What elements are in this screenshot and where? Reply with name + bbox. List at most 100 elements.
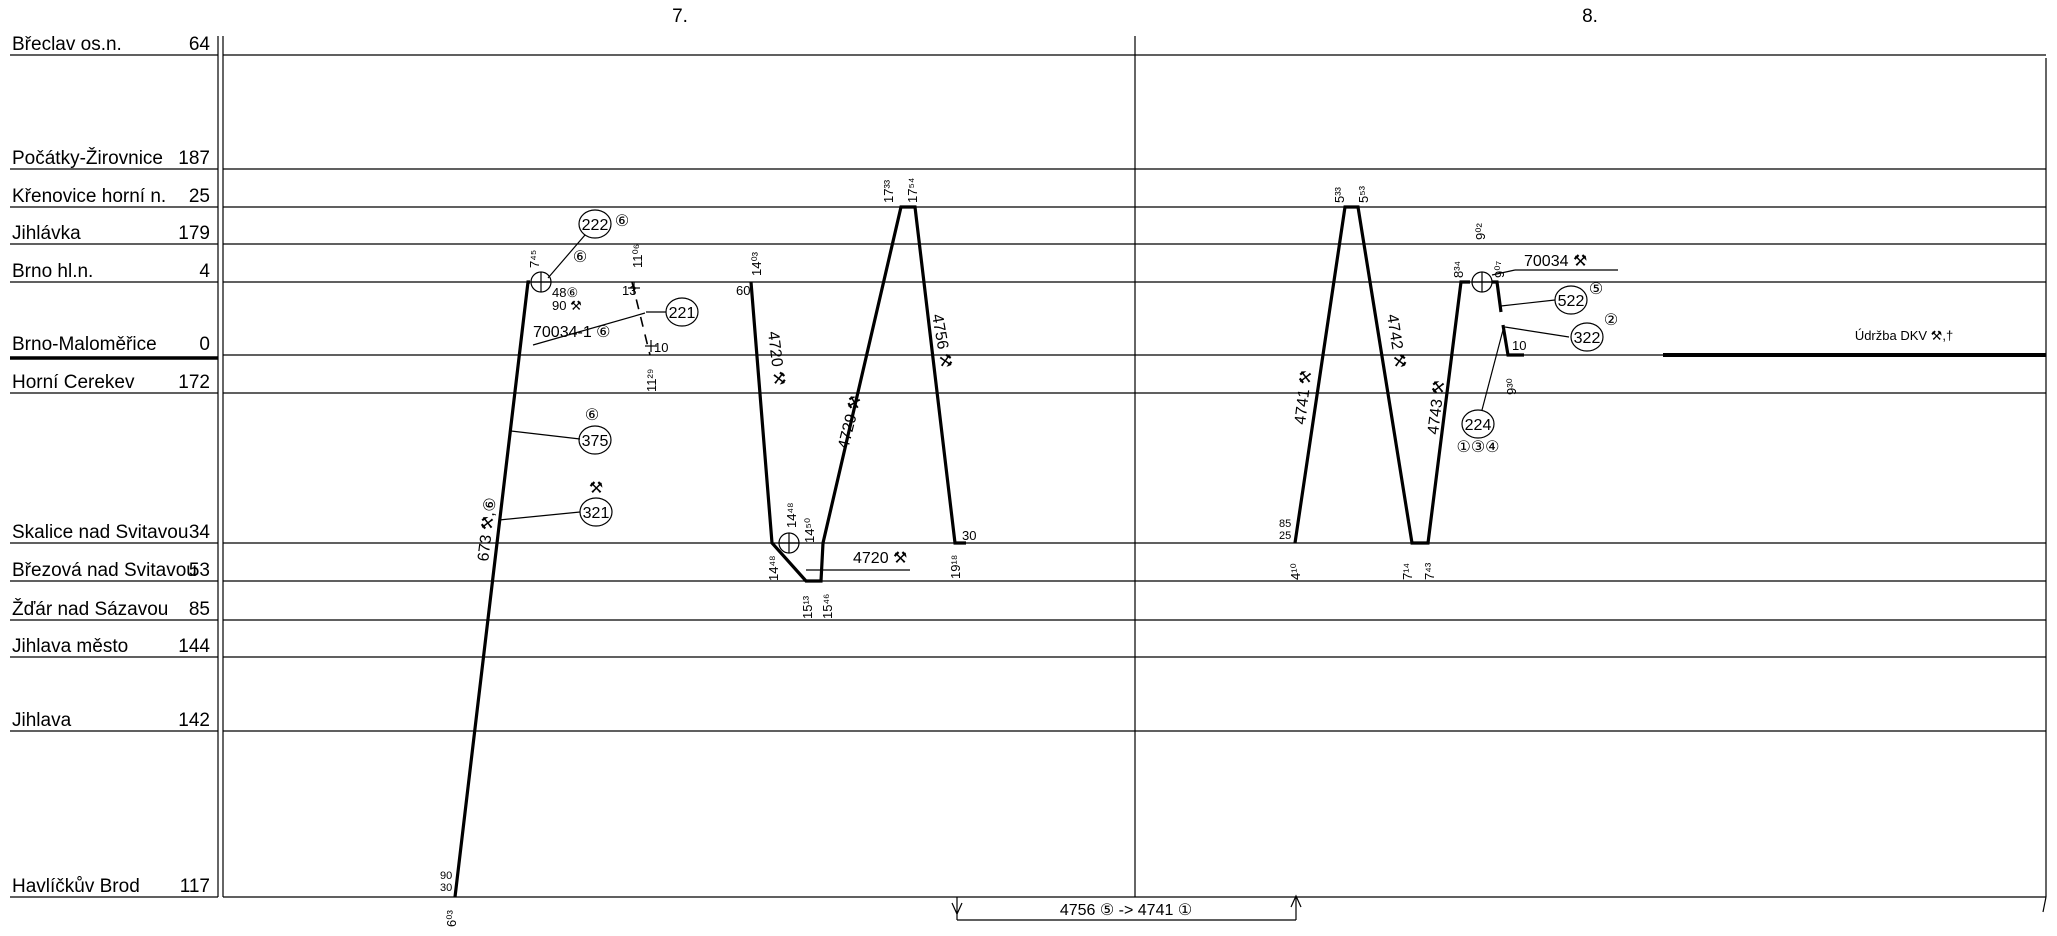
station-km: 144 [178,636,210,657]
train-circle-321 [579,497,613,527]
train-label-4720b: 4720 ⚒ [853,550,907,567]
train-circle-221 [665,297,699,327]
time-label: 15⁴⁶ [820,594,835,619]
train-path-70034[interactable] [1492,280,1503,313]
station-km: 4 [199,261,210,282]
train-circle-label: 522 [1558,293,1585,310]
train-circle-label: 322 [1574,330,1601,347]
time-label: 19¹⁸ [948,555,963,579]
arrow-down-icon [951,902,963,916]
circle-leader [498,511,581,521]
station-name: Březová nad Svitavou [12,560,197,581]
station-name: Břeclav os.n. [12,34,122,55]
train-path-4741-4742-4743[interactable] [1293,205,1470,545]
train-label-70034: 70034 ⚒ [1524,253,1587,270]
station-name: Jihlávka [12,223,81,244]
train-circle-375 [578,425,612,455]
note-label: 25 [1279,530,1291,542]
time-label: 7⁴⁵ [527,250,542,268]
train-label-4742: 4742 ⚒ [1383,313,1408,369]
time-label: 9⁰² [1473,223,1488,240]
circle-leader [1500,299,1556,307]
note-label: 48⑥ [552,285,578,300]
train-path-673[interactable] [453,280,530,898]
note-mark: ⑥ [585,407,599,424]
station-km: 53 [189,560,210,581]
transfer-label: 4756 ⑤ -> 4741 ① [1060,902,1192,919]
station-km: 179 [178,223,210,244]
station-name: Jihlava město [12,636,128,657]
time-label: 17⁵⁴ [905,178,920,203]
note-label: 60 [736,283,750,298]
time-label: 5³³ [1332,186,1347,203]
train-circle-224 [1461,409,1495,439]
time-label: 14⁴⁸ [784,502,799,528]
time-label: 17³³ [881,179,896,203]
station-km: 25 [189,186,210,207]
station-labels: Břeclav os.n. 64 Počátky-Žirovnice 187 K… [12,34,210,897]
end-tick [2042,896,2047,913]
note-label: 30 [440,882,452,894]
note-mark: ⑤ [1589,281,1603,298]
circle-leader [1481,329,1504,411]
train-circle-322 [1570,322,1604,352]
note-mark: ② [1604,312,1618,329]
station-name: Počátky-Žirovnice [12,147,163,169]
circle-leader [510,430,581,440]
train-circle-label: 222 [582,217,609,234]
note-label: 10 [654,340,668,355]
time-label: 9³⁰ [1504,378,1519,395]
train-path-4720-4729-4756[interactable] [749,205,966,583]
station-name: Skalice nad Svitavou [12,522,188,543]
station-km: 0 [199,334,210,355]
train-path-70034-1[interactable] [631,281,651,356]
day-label-8: 8. [1582,6,1598,27]
day-label-7: 7. [672,6,688,27]
circle-leader [547,234,586,279]
station-name: Horní Cerekev [12,372,135,393]
time-label: 14⁵⁰ [802,518,817,543]
train-circle-522 [1554,285,1588,315]
note-label: 90 ⚒ [552,298,582,313]
time-label: 15¹³ [800,595,815,619]
time-label: 7¹⁴ [1400,563,1415,580]
station-name: Brno-Maloměřice [12,334,157,355]
station-km: 187 [178,148,210,169]
train-circle-label: 321 [583,505,610,522]
note-label: 30 [962,528,976,543]
station-name: Brno hl.n. [12,261,93,282]
circle-leader [1504,326,1570,338]
station-lines [223,54,2046,898]
train-label-4720: 4720 ⚒ [764,330,788,386]
station-name: Jihlava [12,710,72,731]
note-label: 10 [1512,338,1526,353]
train-circle-label: 224 [1465,417,1492,434]
train-label-4741: 4741 ⚒ [1292,369,1316,425]
station-km: 85 [189,599,210,620]
label-leader [1491,269,1516,276]
train-path-short[interactable] [1501,324,1524,357]
station-km: 64 [189,34,211,55]
time-label: 6⁰³ [444,910,459,927]
note-label: 90 [440,870,452,882]
time-label: 11⁰⁶ [630,244,645,268]
note-label: 85 [1279,518,1291,530]
arrow-up-icon [1290,894,1302,908]
train-circle-label: 375 [582,433,609,450]
train-label-70034-1: 70034-1 ⑥ [533,324,611,341]
station-name-underlines [10,54,218,898]
station-km: 117 [180,876,210,897]
train-label-4743: 4743 ⚒ [1425,379,1449,435]
time-label: 14⁴⁸ [766,555,781,581]
train-circle-label: 221 [669,305,696,322]
note-mark: ⑥ [615,213,629,230]
time-label: 5⁵³ [1356,185,1371,203]
note-mark: ⚒ [589,480,603,497]
time-label: 9⁰⁷ [1492,261,1507,278]
note-mark: ①③④ [1456,439,1499,456]
time-label: 14⁰³ [749,251,764,276]
time-label: 8³⁴ [1451,261,1466,278]
note-label: 13 [622,283,636,298]
